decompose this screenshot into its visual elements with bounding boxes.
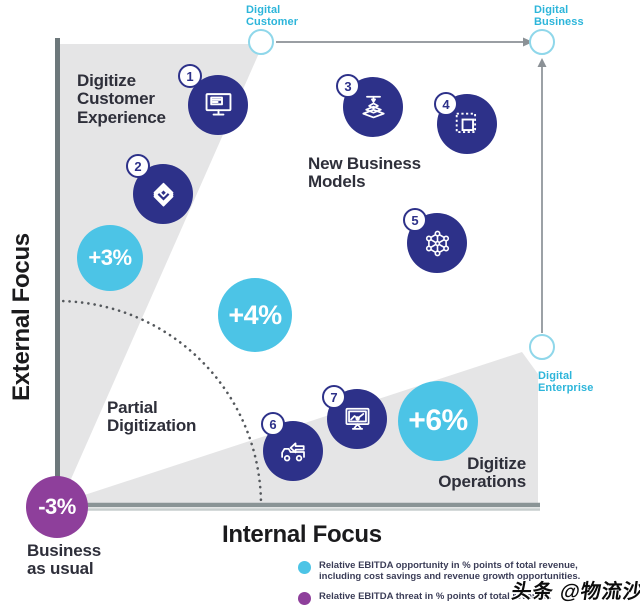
digital-business-label: Digital Business (534, 4, 584, 28)
stacked-diamonds-icon (153, 182, 173, 206)
marker-6: 6 (261, 412, 323, 481)
digital-business-node (529, 29, 555, 55)
marker-1: 1 (178, 64, 248, 135)
up-arrowhead-icon (537, 58, 547, 67)
dotted-square-icon (455, 112, 476, 133)
marker-5-number: 5 (403, 208, 427, 232)
marker-7-number: 7 (322, 385, 346, 409)
marker-5: 5 (403, 208, 467, 273)
y-axis-title: External Focus (8, 233, 35, 401)
digital-enterprise-label: Digital Enterprise (538, 370, 594, 394)
legend-threat-text: Relative EBITDA threat in % points of to… (319, 591, 552, 602)
x-axis-title: Internal Focus (222, 521, 382, 548)
legend-opportunity: Relative EBITDA opportunity in % points … (298, 560, 628, 583)
legend-opportunity-dot-icon (298, 561, 311, 574)
watermark: 头条 @物流沙龙 (510, 581, 640, 603)
printer-pyramid-icon (361, 95, 385, 118)
digital-enterprise-node (529, 334, 555, 360)
marker-6-number: 6 (261, 412, 285, 436)
legend-opportunity-text: Relative EBITDA opportunity in % points … (319, 560, 581, 583)
legend-threat-dot-icon (298, 592, 311, 605)
marker-4: 4 (434, 92, 497, 154)
opportunity-bubble-4pct: +4% (218, 278, 292, 352)
marker-2: 2 (126, 154, 193, 224)
opportunity-bubble-6pct: +6% (398, 381, 478, 461)
digital-customer-label: Digital Customer (246, 4, 299, 28)
right-arrowhead-icon (523, 37, 533, 47)
delivery-truck-icon (280, 441, 305, 461)
region-digitize-customer-experience: Digitize Customer Experience (77, 71, 166, 127)
threat-bubble-3pct: -3% (26, 476, 88, 538)
upper-left-wedge (60, 44, 263, 504)
marker-7: 7 (322, 385, 387, 449)
region-new-business-models: New Business Models (308, 154, 421, 192)
legend-threat: Relative EBITDA threat in % points of to… (298, 591, 628, 605)
marker-1-number: 1 (178, 64, 202, 88)
monitor-chart-icon (345, 407, 369, 430)
region-partial-digitization: Partial Digitization (107, 398, 197, 436)
network-molecule-icon (425, 230, 449, 256)
digital-customer-node (248, 29, 274, 55)
marker-4-number: 4 (434, 92, 458, 116)
marker-2-number: 2 (126, 154, 150, 178)
opportunity-bubble-3pct: +3% (77, 225, 143, 291)
monitor-card-icon (205, 92, 231, 115)
region-digitize-operations: Digitize Operations (438, 454, 526, 492)
marker-3-number: 3 (336, 74, 360, 98)
marker-3: 3 (336, 74, 403, 137)
region-business-as-usual: Business as usual (27, 541, 101, 579)
